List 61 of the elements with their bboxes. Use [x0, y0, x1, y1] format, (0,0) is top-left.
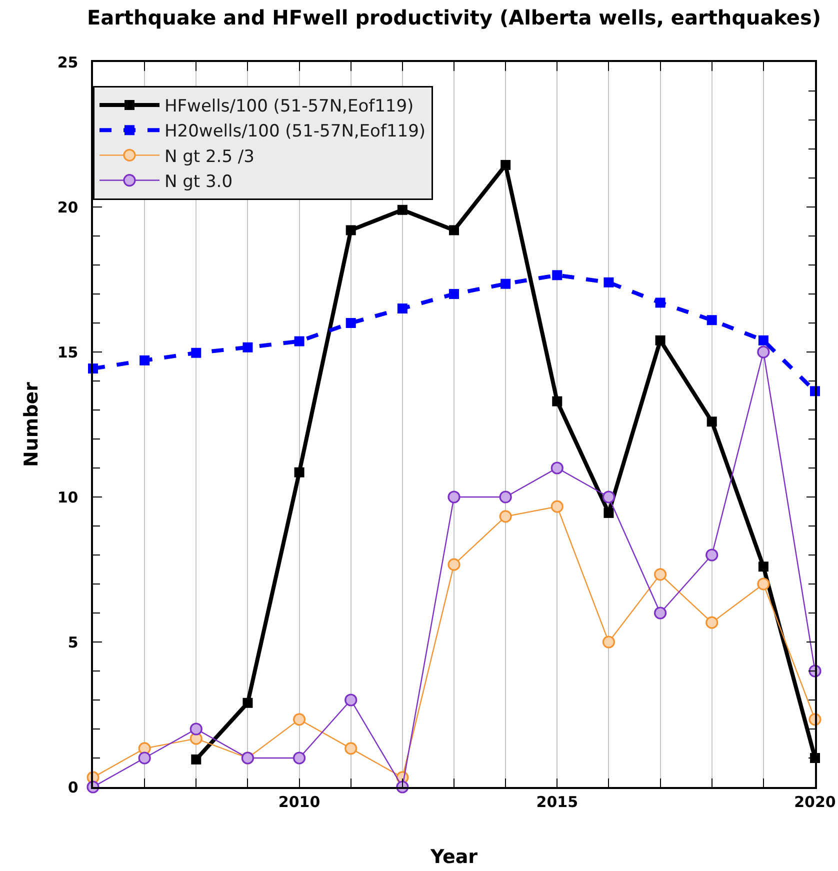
point: [604, 277, 614, 288]
point: [757, 578, 770, 590]
point: [397, 304, 408, 314]
point: [138, 752, 151, 764]
legend-label: HFwells/100 (51-57N,Eof119): [164, 96, 414, 117]
point: [706, 616, 718, 629]
point: [655, 335, 666, 346]
point: [242, 342, 253, 352]
legend-label: H20wells/100 (51-57N,Eof119): [164, 122, 426, 142]
point: [654, 568, 667, 581]
point: [397, 204, 408, 215]
y-axis-title: Number: [20, 381, 43, 468]
point: [706, 416, 717, 427]
point: [550, 462, 564, 474]
point: [758, 335, 768, 346]
y-tick-label: 0: [68, 778, 78, 796]
legend-label: N gt 3.0: [164, 172, 233, 192]
point: [344, 742, 358, 755]
point: [191, 348, 202, 358]
x-axis-title: Year: [429, 846, 478, 868]
point: [346, 318, 356, 328]
point: [602, 490, 616, 504]
point: [449, 289, 459, 299]
y-tick-label: 15: [57, 343, 78, 362]
point: [448, 490, 460, 504]
point: [242, 698, 253, 708]
point: [190, 722, 202, 736]
point: [500, 160, 511, 170]
point: [191, 754, 202, 764]
point: [499, 510, 512, 523]
x-tick-label: 2015: [536, 792, 578, 811]
point: [654, 606, 667, 620]
point: [499, 490, 512, 504]
chart-title: Earthquake and HFwell productivity (Alberta wells, earthquakes): [86, 5, 822, 30]
point: [294, 336, 304, 346]
y-tick-label: 5: [68, 633, 78, 652]
point: [140, 355, 150, 366]
point: [292, 752, 306, 764]
y-tick-label: 25: [57, 53, 78, 72]
point: [602, 636, 616, 648]
point: [294, 467, 304, 478]
point: [758, 562, 768, 572]
x-tick-label: 2010: [278, 792, 320, 811]
y-tick-label: 10: [57, 488, 78, 506]
point: [552, 396, 562, 406]
point: [550, 500, 564, 513]
y-tick-label: 20: [57, 198, 78, 216]
point: [706, 315, 717, 326]
point: [448, 558, 460, 571]
point: [500, 278, 511, 289]
point: [706, 548, 718, 562]
point: [449, 225, 459, 236]
point: [552, 270, 562, 280]
point: [292, 713, 306, 726]
point: [346, 225, 356, 236]
point: [344, 694, 358, 706]
point: [757, 346, 770, 358]
point: [604, 508, 614, 518]
x-tick-label: 2020: [794, 792, 836, 811]
legend-label: N gt 2.5 /3: [164, 146, 254, 167]
point: [655, 298, 666, 308]
